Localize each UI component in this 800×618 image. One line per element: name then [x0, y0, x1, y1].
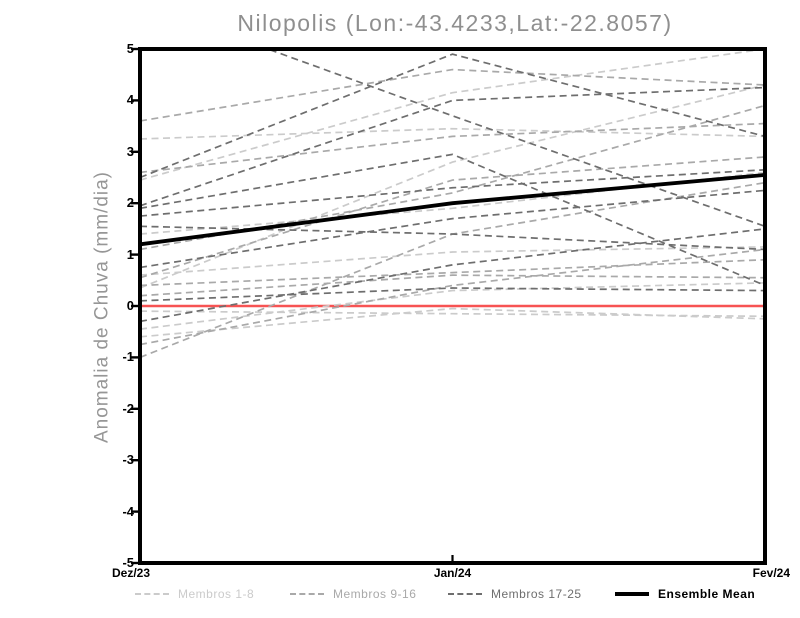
member-line-membro-8 [140, 307, 765, 338]
member-line-membro-24 [140, 228, 765, 323]
member-line-membro-2 [140, 49, 765, 181]
member-line-membro-9 [140, 68, 765, 122]
member-line-membro-17 [140, 86, 765, 207]
member-line-membro-1 [140, 127, 765, 140]
plot-border [138, 47, 767, 565]
legend-item: Membros 9-16 [290, 585, 416, 603]
member-line-membro-4 [140, 246, 765, 277]
legend-label: Ensemble Mean [658, 587, 756, 601]
data-lines-layer [140, 49, 765, 359]
y-tick-label: 5 [126, 41, 134, 56]
member-line-membro-20 [140, 153, 765, 287]
member-line-membro-3 [140, 84, 765, 289]
chart-title: Nilopolis (Lon:-43.4233,Lat:-22.8057) [237, 10, 673, 36]
ensemble-mean-line [140, 173, 765, 247]
legend-line-sample [135, 593, 169, 595]
legend-line-sample [448, 593, 482, 595]
y-tick-label: 2 [126, 195, 134, 211]
y-tick-label: -5 [122, 555, 134, 570]
member-line-membro-10 [140, 122, 765, 174]
member-line-membro-14 [140, 274, 765, 297]
member-line-membro-18 [140, 53, 765, 179]
chart-legend: Membros 1-8 Membros 9-16 Membros 17-25 Ense… [0, 585, 800, 609]
member-line-membro-12 [140, 156, 765, 279]
x-tick-label: Dez/23 [112, 566, 151, 580]
member-line-membro-7 [140, 282, 765, 330]
x-tick-label: Jan/24 [433, 566, 472, 580]
legend-label: Membros 9-16 [333, 587, 417, 601]
member-line-membro-25 [140, 287, 765, 302]
y-tick-label: -1 [122, 349, 134, 365]
y-tick-label: 1 [126, 246, 134, 262]
legend-item: Membros 1-8 [135, 585, 254, 603]
y-tick-label: -3 [122, 452, 134, 468]
legend-label: Membros 1-8 [178, 587, 255, 601]
member-line-membro-21 [140, 168, 765, 217]
member-line-membro-13 [140, 258, 765, 287]
legend-item: Ensemble Mean [615, 585, 755, 603]
x-tick-label: Fev/24 [752, 566, 790, 580]
legend-label: Membros 17-25 [491, 587, 582, 601]
y-tick-label: -2 [122, 400, 134, 416]
member-line-membro-15 [140, 248, 765, 346]
member-line-membro-23 [140, 189, 765, 269]
y-tick-label: 3 [126, 143, 134, 159]
member-line-membro-19 [265, 49, 765, 228]
y-tick-label: 0 [126, 298, 134, 313]
y-tick-label: -4 [122, 503, 134, 519]
legend-item: Membros 17-25 [448, 585, 582, 603]
legend-line-sample [615, 592, 649, 596]
y-tick-label: 4 [126, 92, 134, 108]
legend-line-sample [290, 593, 324, 595]
